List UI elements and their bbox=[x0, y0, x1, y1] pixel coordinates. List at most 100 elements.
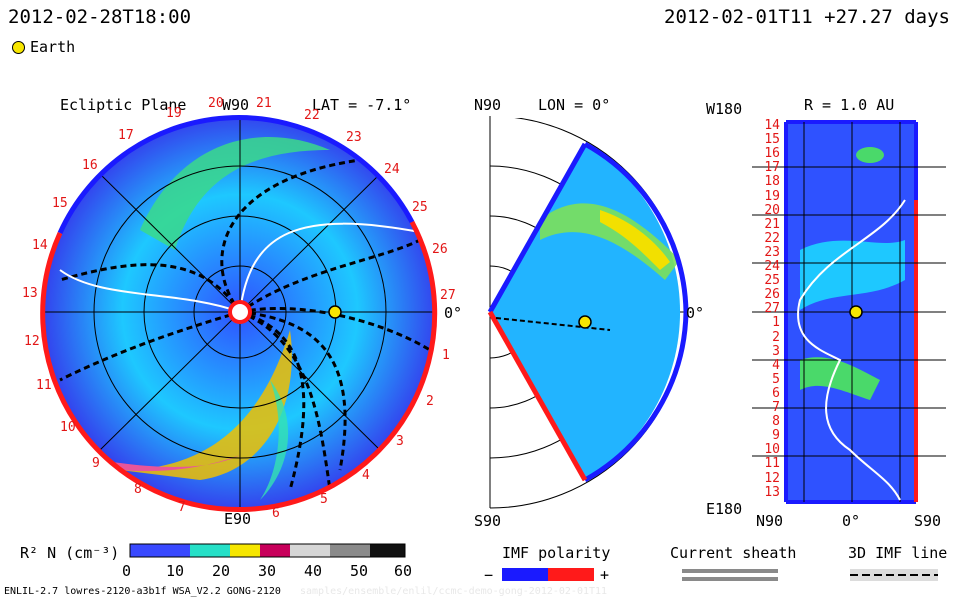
imf-positive-swatch bbox=[548, 568, 594, 581]
radial-row-label: 19 bbox=[764, 188, 780, 204]
ecliptic-tick: 9 bbox=[92, 456, 100, 471]
density-band bbox=[100, 455, 240, 472]
ecliptic-tick: 15 bbox=[52, 196, 68, 211]
ecliptic-tick: 3 bbox=[396, 434, 404, 449]
meridional-s90: S90 bbox=[474, 512, 502, 530]
meridional-n90: N90 bbox=[474, 96, 502, 114]
w90-label: W90 bbox=[222, 96, 250, 114]
imf-negative-swatch bbox=[502, 568, 548, 581]
ecliptic-tick: 17 bbox=[118, 128, 134, 143]
ecliptic-tick: 5 bbox=[320, 492, 328, 507]
ecliptic-tick: 7 bbox=[178, 500, 186, 515]
ecliptic-tick: 1 bbox=[442, 348, 450, 363]
left-timestamp: 2012-02-28T18:00 bbox=[8, 6, 192, 28]
radial-row-label: 27 bbox=[764, 301, 780, 317]
radial-row-label: 26 bbox=[764, 287, 780, 303]
radial-r-label: R = 1.0 AU bbox=[804, 96, 895, 114]
imf-plus: + bbox=[600, 566, 610, 584]
lat-label: LAT = -7.1° bbox=[312, 96, 412, 114]
ecliptic-tick: 10 bbox=[60, 420, 76, 435]
current-sheath-lines bbox=[59, 158, 431, 491]
colorbar bbox=[129, 543, 406, 558]
colorbar-tick: 20 bbox=[212, 562, 231, 580]
radial-s90: S90 bbox=[914, 512, 942, 530]
radial-plot bbox=[752, 120, 946, 504]
earth-legend: Earth bbox=[12, 38, 75, 56]
ecliptic-tick: 27 bbox=[440, 288, 456, 303]
meridional-plot bbox=[487, 116, 689, 509]
radial-row-label: 5 bbox=[772, 371, 780, 387]
earth-icon bbox=[328, 305, 342, 319]
ecliptic-tick: 13 bbox=[22, 286, 38, 301]
imf-minus: − bbox=[484, 566, 494, 584]
imf-polarity-title: IMF polarity bbox=[502, 544, 611, 562]
earth-legend-label: Earth bbox=[30, 38, 76, 56]
radial-row-label: 11 bbox=[764, 456, 780, 472]
radial-row-label: 24 bbox=[764, 259, 780, 274]
radial-row-label: 2 bbox=[772, 329, 780, 345]
radial-row-label: 9 bbox=[772, 428, 780, 444]
e90-label: E90 bbox=[224, 510, 252, 528]
radial-row-label: 16 bbox=[764, 146, 780, 162]
radial-row-label: 20 bbox=[764, 202, 780, 218]
ecliptic-tick: 21 bbox=[256, 96, 272, 111]
earth-marker-icon bbox=[12, 40, 25, 54]
imf3d-title: 3D IMF line bbox=[848, 544, 948, 562]
ecliptic-tick: 12 bbox=[24, 334, 40, 349]
current-sheath-title: Current sheath bbox=[670, 544, 797, 562]
radial-row-label: 6 bbox=[772, 385, 780, 401]
radial-row-label: 15 bbox=[764, 132, 780, 148]
colorbar-tick: 40 bbox=[304, 562, 323, 580]
radial-row-label: 21 bbox=[764, 216, 780, 232]
ecliptic-tick: 23 bbox=[346, 130, 362, 145]
meridional-zero-label: 0° bbox=[686, 304, 705, 322]
radial-row-label: 1 bbox=[772, 315, 780, 331]
3d-imf-lines bbox=[59, 222, 421, 313]
colorbar-tick: 0 bbox=[122, 562, 132, 580]
earth-icon bbox=[849, 305, 863, 319]
radial-row-label: 3 bbox=[772, 343, 780, 359]
radial-w180: W180 bbox=[706, 100, 743, 118]
earth-icon bbox=[578, 315, 592, 329]
ecliptic-tick: 11 bbox=[36, 378, 52, 393]
ecliptic-tick: 16 bbox=[82, 158, 98, 173]
ecliptic-tick: 14 bbox=[32, 238, 48, 253]
colorbar-tick: 50 bbox=[350, 562, 369, 580]
density-band bbox=[140, 136, 330, 250]
radial-row-label: 22 bbox=[764, 230, 780, 246]
radial-row-label: 18 bbox=[764, 174, 780, 190]
sun-icon bbox=[228, 300, 252, 324]
footer-text: ENLIL-2.7 lowres-2120-a3b1f WSA_V2.2 GON… bbox=[4, 586, 281, 597]
ecliptic-zero-label: 0° bbox=[444, 304, 463, 322]
radial-row-label: 13 bbox=[764, 484, 780, 500]
density-band bbox=[120, 330, 292, 480]
lon-label: LON = 0° bbox=[538, 96, 611, 114]
right-timestamp: 2012-02-01T11 +27.27 days bbox=[664, 6, 950, 28]
ecliptic-tick: 25 bbox=[412, 200, 428, 215]
radial-row-label: 14 bbox=[764, 118, 780, 133]
ecliptic-tick: 26 bbox=[432, 242, 448, 257]
imf-negative-arc bbox=[57, 115, 415, 235]
radial-e180: E180 bbox=[706, 500, 743, 518]
radial-row-label: 7 bbox=[772, 400, 780, 415]
radial-row-label: 4 bbox=[772, 357, 780, 373]
imf-positive-arc bbox=[40, 220, 438, 513]
ecliptic-title: Ecliptic Plane bbox=[60, 96, 187, 114]
ecliptic-tick: 2 bbox=[426, 394, 434, 409]
radial-row-label: 23 bbox=[764, 244, 780, 260]
radial-row-label: 17 bbox=[764, 160, 780, 176]
radial-row-label: 12 bbox=[764, 470, 780, 486]
radial-row-label: 25 bbox=[764, 273, 780, 289]
colorbar-label: R² N (cm⁻³) bbox=[20, 544, 120, 562]
radial-row-label: 10 bbox=[764, 442, 780, 458]
density-band bbox=[260, 380, 289, 500]
ecliptic-tick: 22 bbox=[304, 108, 320, 123]
ecliptic-tick: 4 bbox=[362, 468, 370, 483]
ecliptic-tick: 19 bbox=[166, 106, 182, 121]
sheath-swatch bbox=[682, 577, 778, 581]
footer-faint-text: samples/ensemble/enlil/ccmc-demo-gong-20… bbox=[300, 586, 608, 597]
ecliptic-tick: 20 bbox=[208, 96, 224, 111]
radial-row-label: 8 bbox=[772, 414, 780, 430]
colorbar-tick: 10 bbox=[166, 562, 185, 580]
